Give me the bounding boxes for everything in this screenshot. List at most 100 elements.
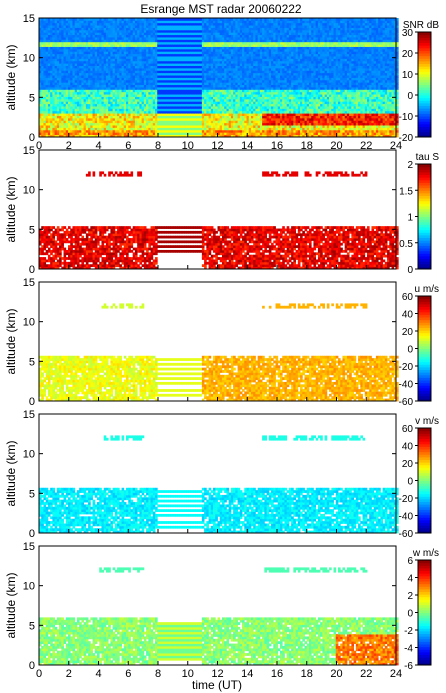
heatmap-cell xyxy=(65,72,69,76)
heatmap-cell xyxy=(141,25,145,28)
heatmap-cell xyxy=(188,56,192,59)
heatmap-cell xyxy=(170,22,174,26)
heatmap-cell xyxy=(168,48,172,52)
heatmap-cell xyxy=(213,29,216,33)
heatmap-cell xyxy=(61,27,64,31)
heatmap-cell xyxy=(81,37,85,40)
heatmap-cell xyxy=(81,60,85,64)
heatmap-cell xyxy=(257,84,261,88)
heatmap-cell xyxy=(155,87,158,90)
heatmap-cell xyxy=(88,87,91,90)
heatmap-cell xyxy=(45,70,49,74)
heatmap-cell xyxy=(217,113,221,116)
heatmap-cell xyxy=(215,120,218,124)
heatmap-cell xyxy=(235,110,238,114)
heatmap-cell xyxy=(45,91,49,95)
heatmap-cell xyxy=(56,22,60,26)
heatmap-cell xyxy=(179,18,183,21)
heatmap-cell xyxy=(76,25,80,28)
heatmap-cell xyxy=(235,96,238,100)
heatmap-cell xyxy=(250,65,254,69)
heatmap-cell xyxy=(41,29,44,33)
heatmap-cell xyxy=(259,37,263,40)
heatmap-cell xyxy=(217,122,221,126)
heatmap-cell xyxy=(248,18,252,21)
heatmap-cell xyxy=(132,106,136,109)
heatmap-cell xyxy=(85,22,89,26)
heatmap-cell xyxy=(99,67,102,71)
heatmap-cell xyxy=(50,125,53,128)
heatmap-cell xyxy=(172,106,176,109)
heatmap-cell xyxy=(215,20,218,24)
heatmap-cell xyxy=(137,132,140,136)
heatmap-cell xyxy=(199,39,203,43)
heatmap-cell xyxy=(110,94,114,97)
heatmap-cell xyxy=(152,117,156,121)
heatmap-cell xyxy=(74,67,78,71)
heatmap-cell xyxy=(233,75,236,78)
heatmap-cell xyxy=(166,18,169,21)
heatmap-cell xyxy=(148,96,151,100)
heatmap-cell xyxy=(199,32,203,36)
heatmap-cell xyxy=(184,87,187,90)
heatmap-cell xyxy=(242,108,245,112)
heatmap-cell xyxy=(114,18,118,21)
heatmap-cell xyxy=(181,75,185,78)
heatmap-cell xyxy=(88,20,91,24)
heatmap-cell xyxy=(204,22,207,26)
heatmap-cell xyxy=(170,79,174,83)
heatmap-cell xyxy=(61,77,64,81)
heatmap-cell xyxy=(248,113,252,116)
heatmap-cell xyxy=(88,106,91,109)
heatmap-cell xyxy=(148,115,151,119)
heatmap-cell xyxy=(239,44,243,47)
heatmap-cell xyxy=(74,53,78,57)
heatmap-cell xyxy=(181,79,185,83)
heatmap-cell xyxy=(159,134,163,138)
heatmap-cell xyxy=(197,65,201,69)
heatmap-cell xyxy=(143,46,147,50)
heatmap-cell xyxy=(103,58,107,62)
heatmap-cell xyxy=(92,32,96,36)
heatmap-cell xyxy=(224,27,227,31)
heatmap-cell xyxy=(175,110,178,114)
heatmap-cell xyxy=(204,110,207,114)
heatmap-cell xyxy=(45,53,49,57)
heatmap-cell xyxy=(143,51,147,55)
heatmap-cell xyxy=(246,122,250,126)
heatmap-cell xyxy=(121,101,125,105)
heatmap-cell xyxy=(181,87,185,90)
heatmap-cell xyxy=(161,82,165,86)
heatmap-cell xyxy=(137,84,140,88)
heatmap-cell xyxy=(119,75,122,78)
heatmap-cell xyxy=(105,46,109,50)
heatmap-cell xyxy=(88,27,91,31)
heatmap-cell xyxy=(110,34,114,38)
heatmap-cell xyxy=(188,129,192,133)
heatmap-cell xyxy=(239,117,243,121)
heatmap-cell xyxy=(226,120,230,124)
heatmap-cell xyxy=(175,103,178,107)
heatmap-cell xyxy=(206,25,209,28)
heatmap-cell xyxy=(41,103,44,107)
heatmap-cell xyxy=(208,32,212,36)
heatmap-cell xyxy=(81,70,85,74)
heatmap-cell xyxy=(155,39,158,43)
heatmap-cell xyxy=(224,132,227,136)
heatmap-cell xyxy=(68,113,71,116)
heatmap-cell xyxy=(59,122,62,126)
heatmap-cell xyxy=(233,70,236,74)
heatmap-cell xyxy=(39,134,42,138)
heatmap-cell xyxy=(259,106,263,109)
heatmap-cell xyxy=(74,56,78,59)
heatmap-cell xyxy=(61,53,64,57)
heatmap-cell xyxy=(132,27,136,31)
heatmap-cell xyxy=(65,115,69,119)
heatmap-cell xyxy=(74,20,78,24)
heatmap-cell xyxy=(175,113,178,116)
heatmap-cell xyxy=(192,113,196,116)
heatmap-cell xyxy=(237,129,241,133)
heatmap-cell xyxy=(70,75,73,78)
heatmap-cell xyxy=(41,39,44,43)
